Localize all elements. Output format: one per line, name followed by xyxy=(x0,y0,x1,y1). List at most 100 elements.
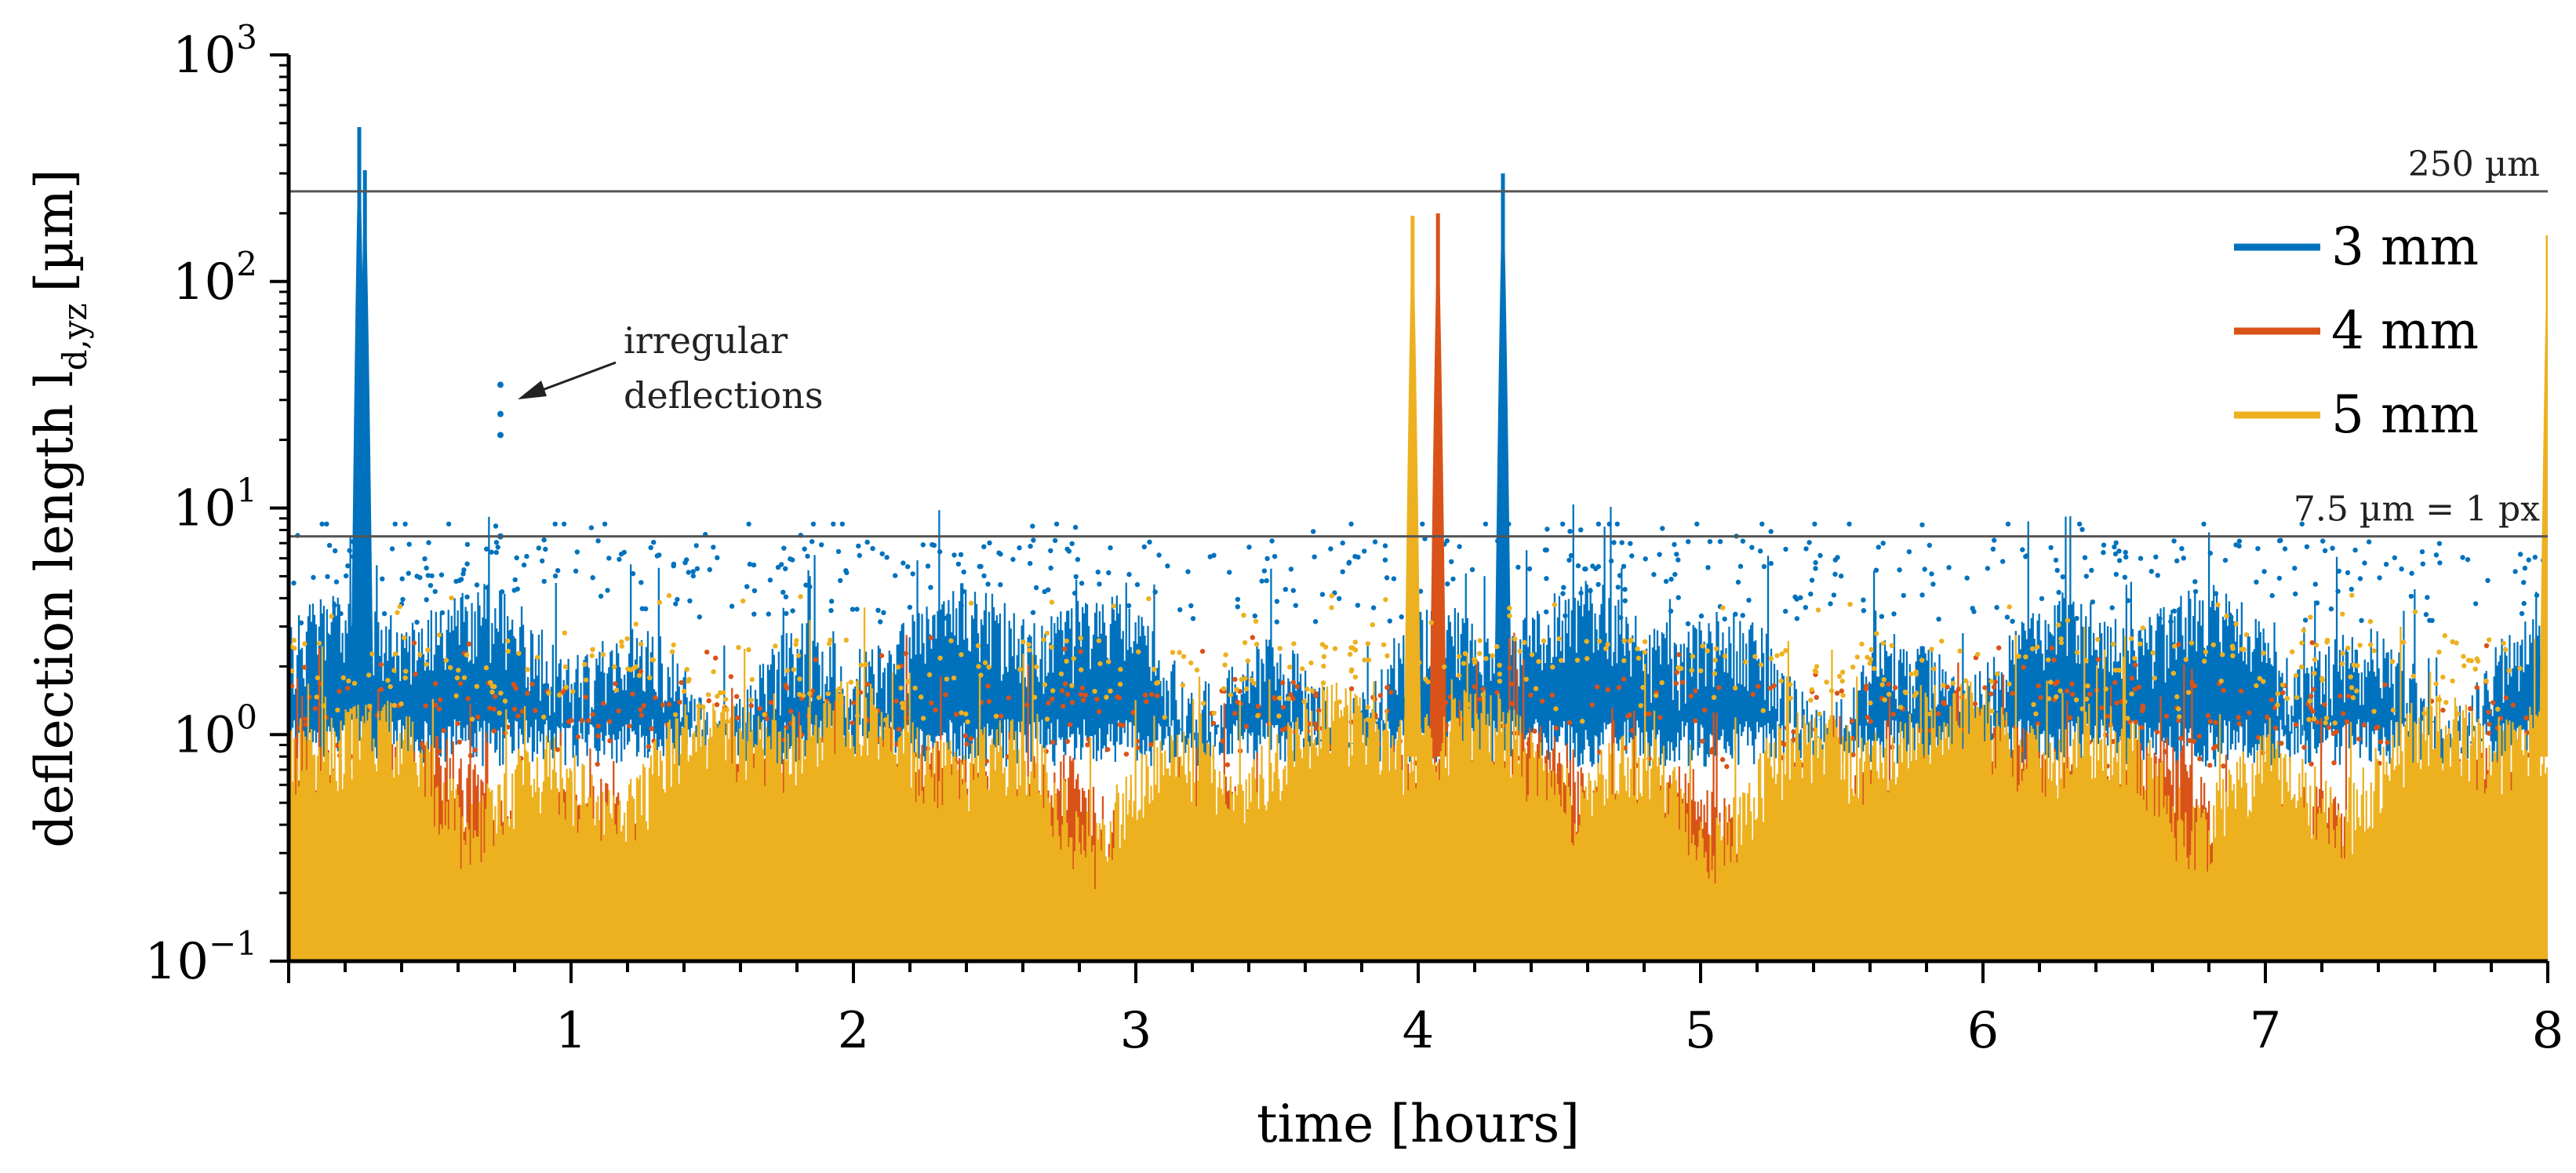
data-point xyxy=(1788,695,1793,701)
data-point xyxy=(605,588,610,593)
data-point xyxy=(684,557,689,563)
data-point xyxy=(884,555,890,560)
data-point xyxy=(984,758,989,764)
data-point xyxy=(1532,728,1537,734)
data-point xyxy=(1608,558,1614,564)
data-point xyxy=(2236,715,2241,720)
data-point xyxy=(687,598,693,603)
data-point xyxy=(2229,643,2236,649)
data-point xyxy=(2020,547,2025,552)
data-point xyxy=(2433,552,2440,558)
data-point xyxy=(1080,698,1086,703)
data-point xyxy=(2460,555,2465,560)
data-point xyxy=(1255,713,1261,719)
data-point xyxy=(856,543,861,549)
data-point xyxy=(2307,698,2312,704)
data-point xyxy=(1094,697,1100,702)
data-point xyxy=(1223,652,1228,658)
data-point xyxy=(2176,706,2181,712)
data-point xyxy=(962,733,969,738)
data-point xyxy=(1445,581,1450,587)
data-point xyxy=(1370,622,1376,628)
data-point xyxy=(2222,557,2229,563)
data-point xyxy=(1050,696,1055,702)
data-point xyxy=(1831,592,1837,598)
data-point xyxy=(1673,680,1679,687)
data-point xyxy=(1028,560,1033,566)
data-point xyxy=(2233,621,2239,627)
data-point xyxy=(1384,575,1390,581)
data-point xyxy=(717,690,723,696)
data-point xyxy=(2189,640,2195,646)
data-point xyxy=(1835,555,1840,560)
data-point xyxy=(326,542,333,548)
data-point xyxy=(2140,625,2146,631)
data-point xyxy=(2309,639,2315,646)
data-point xyxy=(420,741,425,747)
data-point xyxy=(1362,658,1367,663)
data-point xyxy=(1880,640,1887,647)
data-point xyxy=(715,694,720,699)
data-point xyxy=(616,708,621,714)
data-point xyxy=(1868,719,1873,724)
data-point xyxy=(1277,646,1283,651)
data-point xyxy=(1783,546,1788,552)
data-point xyxy=(1391,576,1397,581)
data-point xyxy=(1188,660,1194,665)
data-point xyxy=(1142,692,1148,698)
data-point xyxy=(1241,613,1246,618)
data-point xyxy=(2357,643,2363,648)
data-point xyxy=(1621,638,1627,643)
data-point xyxy=(453,693,459,699)
data-point xyxy=(1812,521,1817,527)
data-point xyxy=(879,653,885,658)
data-point xyxy=(403,668,409,674)
data-point xyxy=(298,620,304,625)
data-point xyxy=(1042,682,1048,687)
data-point xyxy=(2105,713,2111,719)
data-point xyxy=(1170,650,1176,655)
data-point xyxy=(1712,671,1718,676)
data-point xyxy=(1507,605,1512,611)
data-point xyxy=(1497,662,1502,668)
data-point xyxy=(2045,657,2051,663)
data-point xyxy=(2328,606,2334,612)
data-point xyxy=(2110,738,2116,745)
data-point xyxy=(1901,592,1906,599)
data-point xyxy=(1674,669,1680,676)
data-point xyxy=(1321,654,1327,659)
data-point xyxy=(1274,599,1280,604)
data-point xyxy=(2294,694,2300,701)
data-point xyxy=(1072,524,1079,530)
data-point xyxy=(2133,719,2138,725)
data-point xyxy=(1859,641,1865,647)
data-point xyxy=(484,546,489,552)
data-point xyxy=(447,665,453,670)
data-point xyxy=(2213,719,2218,725)
data-point xyxy=(337,688,342,694)
data-point xyxy=(1079,685,1086,691)
data-point xyxy=(1105,747,1111,752)
data-point xyxy=(1370,605,1377,610)
data-point xyxy=(2354,688,2360,694)
data-point xyxy=(1550,665,1555,670)
data-point xyxy=(2534,592,2540,598)
data-point xyxy=(1050,739,1056,745)
data-point xyxy=(1461,661,1467,666)
data-point xyxy=(2148,569,2154,574)
data-point xyxy=(338,610,344,617)
data-point xyxy=(711,668,716,675)
data-point xyxy=(2312,657,2318,662)
y-axis-title-sub: d,yz xyxy=(56,303,94,370)
data-point xyxy=(491,706,497,712)
data-point xyxy=(2255,734,2261,740)
data-point xyxy=(1095,569,1101,575)
data-point xyxy=(978,563,984,570)
data-point xyxy=(436,706,442,712)
data-point xyxy=(1347,651,1353,658)
data-point xyxy=(1686,539,1691,545)
data-point xyxy=(1104,694,1109,700)
data-point xyxy=(2273,725,2279,731)
data-point xyxy=(1190,616,1196,621)
outlier-point xyxy=(497,410,504,417)
